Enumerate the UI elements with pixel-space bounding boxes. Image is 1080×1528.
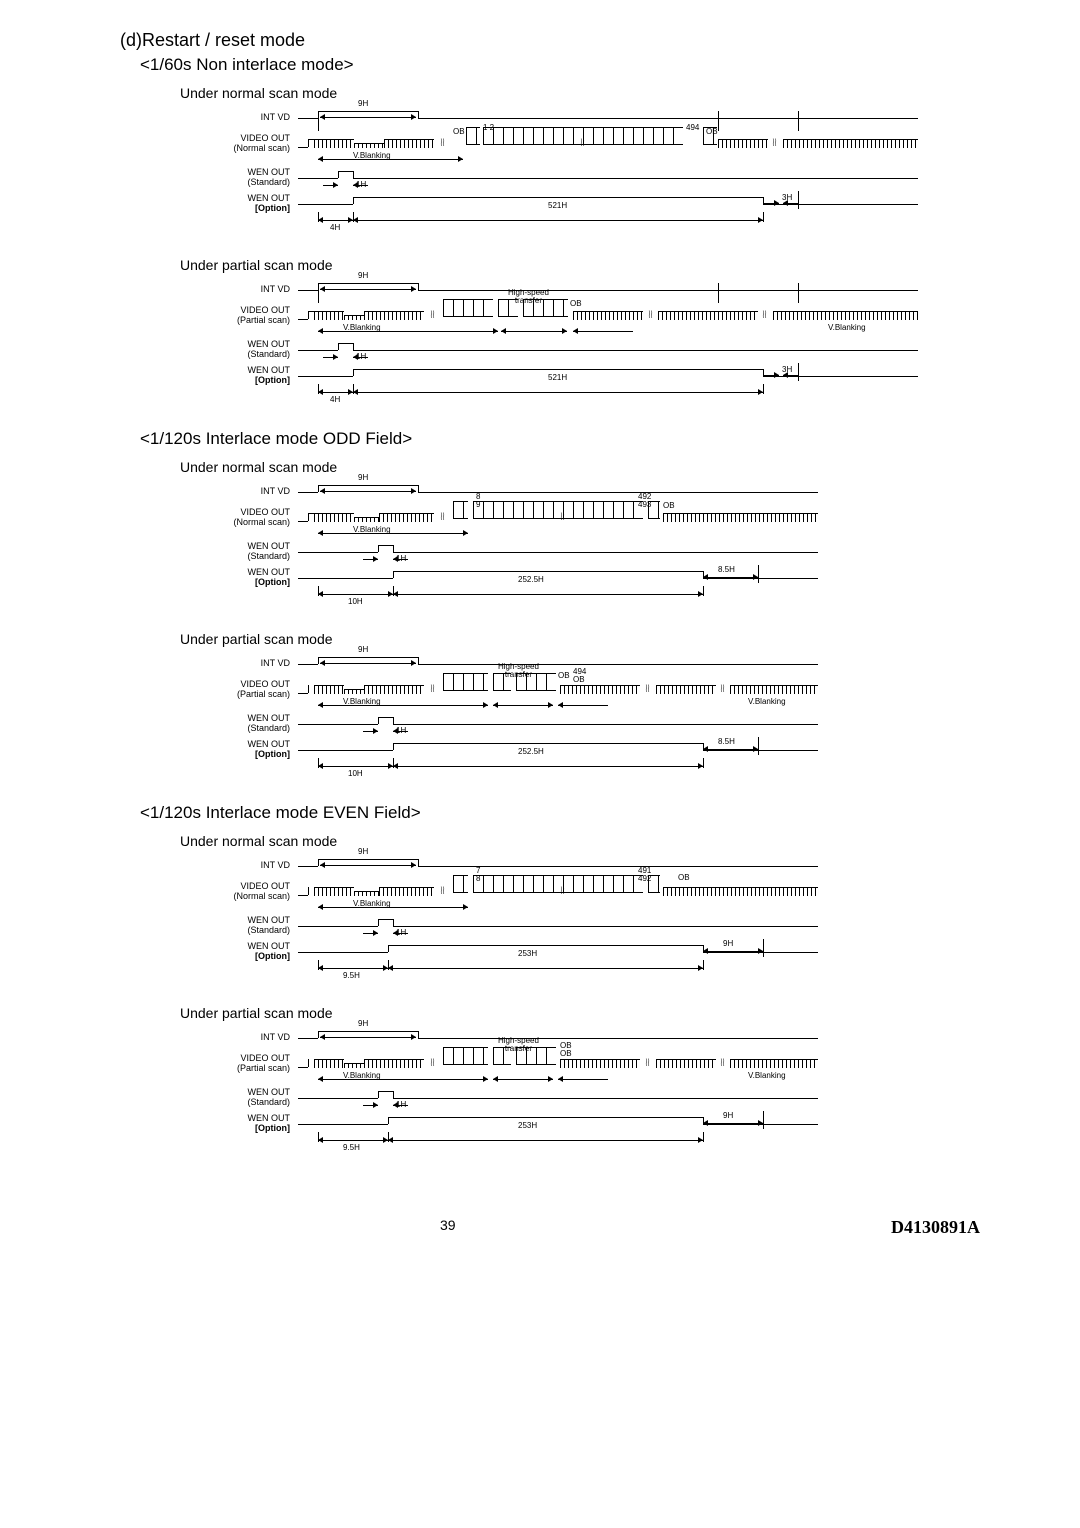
label-3h-p: 3H	[782, 365, 792, 374]
label-4h: 4H	[330, 223, 340, 232]
label-video-out-2: VIDEO OUT(Normal scan)	[190, 508, 298, 528]
label-wen-std-3p: WEN OUT(Standard)	[190, 1088, 298, 1108]
label-wen-opt-2: WEN OUT[Option]	[190, 568, 298, 588]
subtitle-partial-2: Under partial scan mode	[180, 631, 1040, 647]
label-video-out-3p: VIDEO OUT(Partial scan)	[190, 1054, 298, 1074]
label-1h-3: 1H	[396, 928, 406, 937]
label-ob-2p2: OB	[573, 675, 585, 684]
label-int-vd-3: INT VD	[190, 861, 298, 871]
label-9h-p: 9H	[358, 271, 368, 280]
label-int-vd: INT VD	[190, 113, 298, 123]
label-video-out-3: VIDEO OUT(Normal scan)	[190, 882, 298, 902]
label-9h: 9H	[358, 99, 368, 108]
label-int-vd-2: INT VD	[190, 487, 298, 497]
label-vblanking-p2: V.Blanking	[828, 323, 866, 332]
label-85h-p: 8.5H	[718, 737, 735, 746]
label-line-end: 494	[686, 123, 699, 132]
subtitle-normal-1: Under normal scan mode	[180, 85, 1040, 101]
label-ob-2n: OB	[663, 501, 675, 510]
label-1h-2: 1H	[396, 554, 406, 563]
label-video-out: VIDEO OUT(Normal scan)	[190, 134, 298, 154]
label-int-vd-3p: INT VD	[190, 1033, 298, 1043]
subtitle-normal-2: Under normal scan mode	[180, 459, 1040, 475]
mode-title-3: <1/120s Interlace mode EVEN Field>	[140, 803, 1040, 823]
label-vblank-3p2: V.Blanking	[748, 1071, 786, 1080]
label-wen-opt-3: WEN OUT[Option]	[190, 942, 298, 962]
diagram-m3-normal: INT VD 9H VIDEO OUT(Normal scan) ≀≀ 78 ≀…	[190, 853, 1040, 985]
label-95h-p: 9.5H	[343, 1143, 360, 1152]
label-wen-std-2p: WEN OUT(Standard)	[190, 714, 298, 734]
label-2525h-p: 252.5H	[518, 747, 544, 756]
label-wen-std-3: WEN OUT(Standard)	[190, 916, 298, 936]
label-wen-opt-3p: WEN OUT[Option]	[190, 1114, 298, 1134]
label-1h-p: 1H	[356, 352, 366, 361]
label-9h-tail: 9H	[723, 939, 733, 948]
label-wen-opt: WEN OUT[Option]	[190, 194, 298, 214]
label-ob-3p2: OB	[560, 1049, 572, 1058]
label-521h-p: 521H	[548, 373, 567, 382]
label-1h-2p: 1H	[396, 726, 406, 735]
label-video-out-2p: VIDEO OUT(Partial scan)	[190, 680, 298, 700]
label-9h-2: 9H	[358, 473, 368, 482]
label-253h-p: 253H	[518, 1121, 537, 1130]
label-int-vd-p: INT VD	[190, 285, 298, 295]
diagram-m2-partial: INT VD 9H VIDEO OUT(Partial scan) ≀≀ Hig…	[190, 651, 1040, 783]
label-9h-2p: 9H	[358, 645, 368, 654]
section-heading: (d)Restart / reset mode	[120, 30, 1040, 51]
label-95h: 9.5H	[343, 971, 360, 980]
label-10h: 10H	[348, 597, 363, 606]
label-int-vd-2p: INT VD	[190, 659, 298, 669]
label-ob-3: OB	[678, 873, 690, 882]
label-ob-1: OB	[453, 127, 465, 136]
label-10h-p: 10H	[348, 769, 363, 778]
label-2525h: 252.5H	[518, 575, 544, 584]
label-3h: 3H	[782, 193, 792, 202]
label-ob-p: OB	[570, 299, 582, 308]
label-vblank-2p2: V.Blanking	[748, 697, 786, 706]
label-85h: 8.5H	[718, 565, 735, 574]
label-1h-1: 1H	[356, 180, 366, 189]
label-4h-p: 4H	[330, 395, 340, 404]
label-ob-2p: OB	[558, 671, 570, 680]
label-521h: 521H	[548, 201, 567, 210]
label-9h-tail-p: 9H	[723, 1111, 733, 1120]
label-253h: 253H	[518, 949, 537, 958]
subtitle-partial-3: Under partial scan mode	[180, 1005, 1040, 1021]
diagram-m1-normal: INT VD 9H VIDEO OUT(Normal scan) ≀≀ OB	[190, 105, 1040, 237]
label-9h-3p: 9H	[358, 1019, 368, 1028]
label-1h-3p: 1H	[396, 1100, 406, 1109]
label-wen-std: WEN OUT(Standard)	[190, 168, 298, 188]
page-number: 39	[440, 1217, 456, 1238]
subtitle-normal-3: Under normal scan mode	[180, 833, 1040, 849]
diagram-m1-partial: INT VD 9H VIDEO OUT(Partial scan) ≀≀ Hig…	[190, 277, 1040, 409]
diagram-m3-partial: INT VD 9H VIDEO OUT(Partial scan) ≀≀ Hig…	[190, 1025, 1040, 1157]
label-video-out-p: VIDEO OUT(Partial scan)	[190, 306, 298, 326]
label-wen-opt-2p: WEN OUT[Option]	[190, 740, 298, 760]
label-wen-std-2: WEN OUT(Standard)	[190, 542, 298, 562]
mode-title-2: <1/120s Interlace mode ODD Field>	[140, 429, 1040, 449]
label-wen-std-p: WEN OUT(Standard)	[190, 340, 298, 360]
label-wen-opt-p: WEN OUT[Option]	[190, 366, 298, 386]
label-9h-3: 9H	[358, 847, 368, 856]
diagram-m2-normal: INT VD 9H VIDEO OUT(Normal scan) ≀≀ 89 ≀…	[190, 479, 1040, 611]
document-id: D4130891A	[891, 1217, 980, 1238]
subtitle-partial-1: Under partial scan mode	[180, 257, 1040, 273]
mode-title-1: <1/60s Non interlace mode>	[140, 55, 1040, 75]
